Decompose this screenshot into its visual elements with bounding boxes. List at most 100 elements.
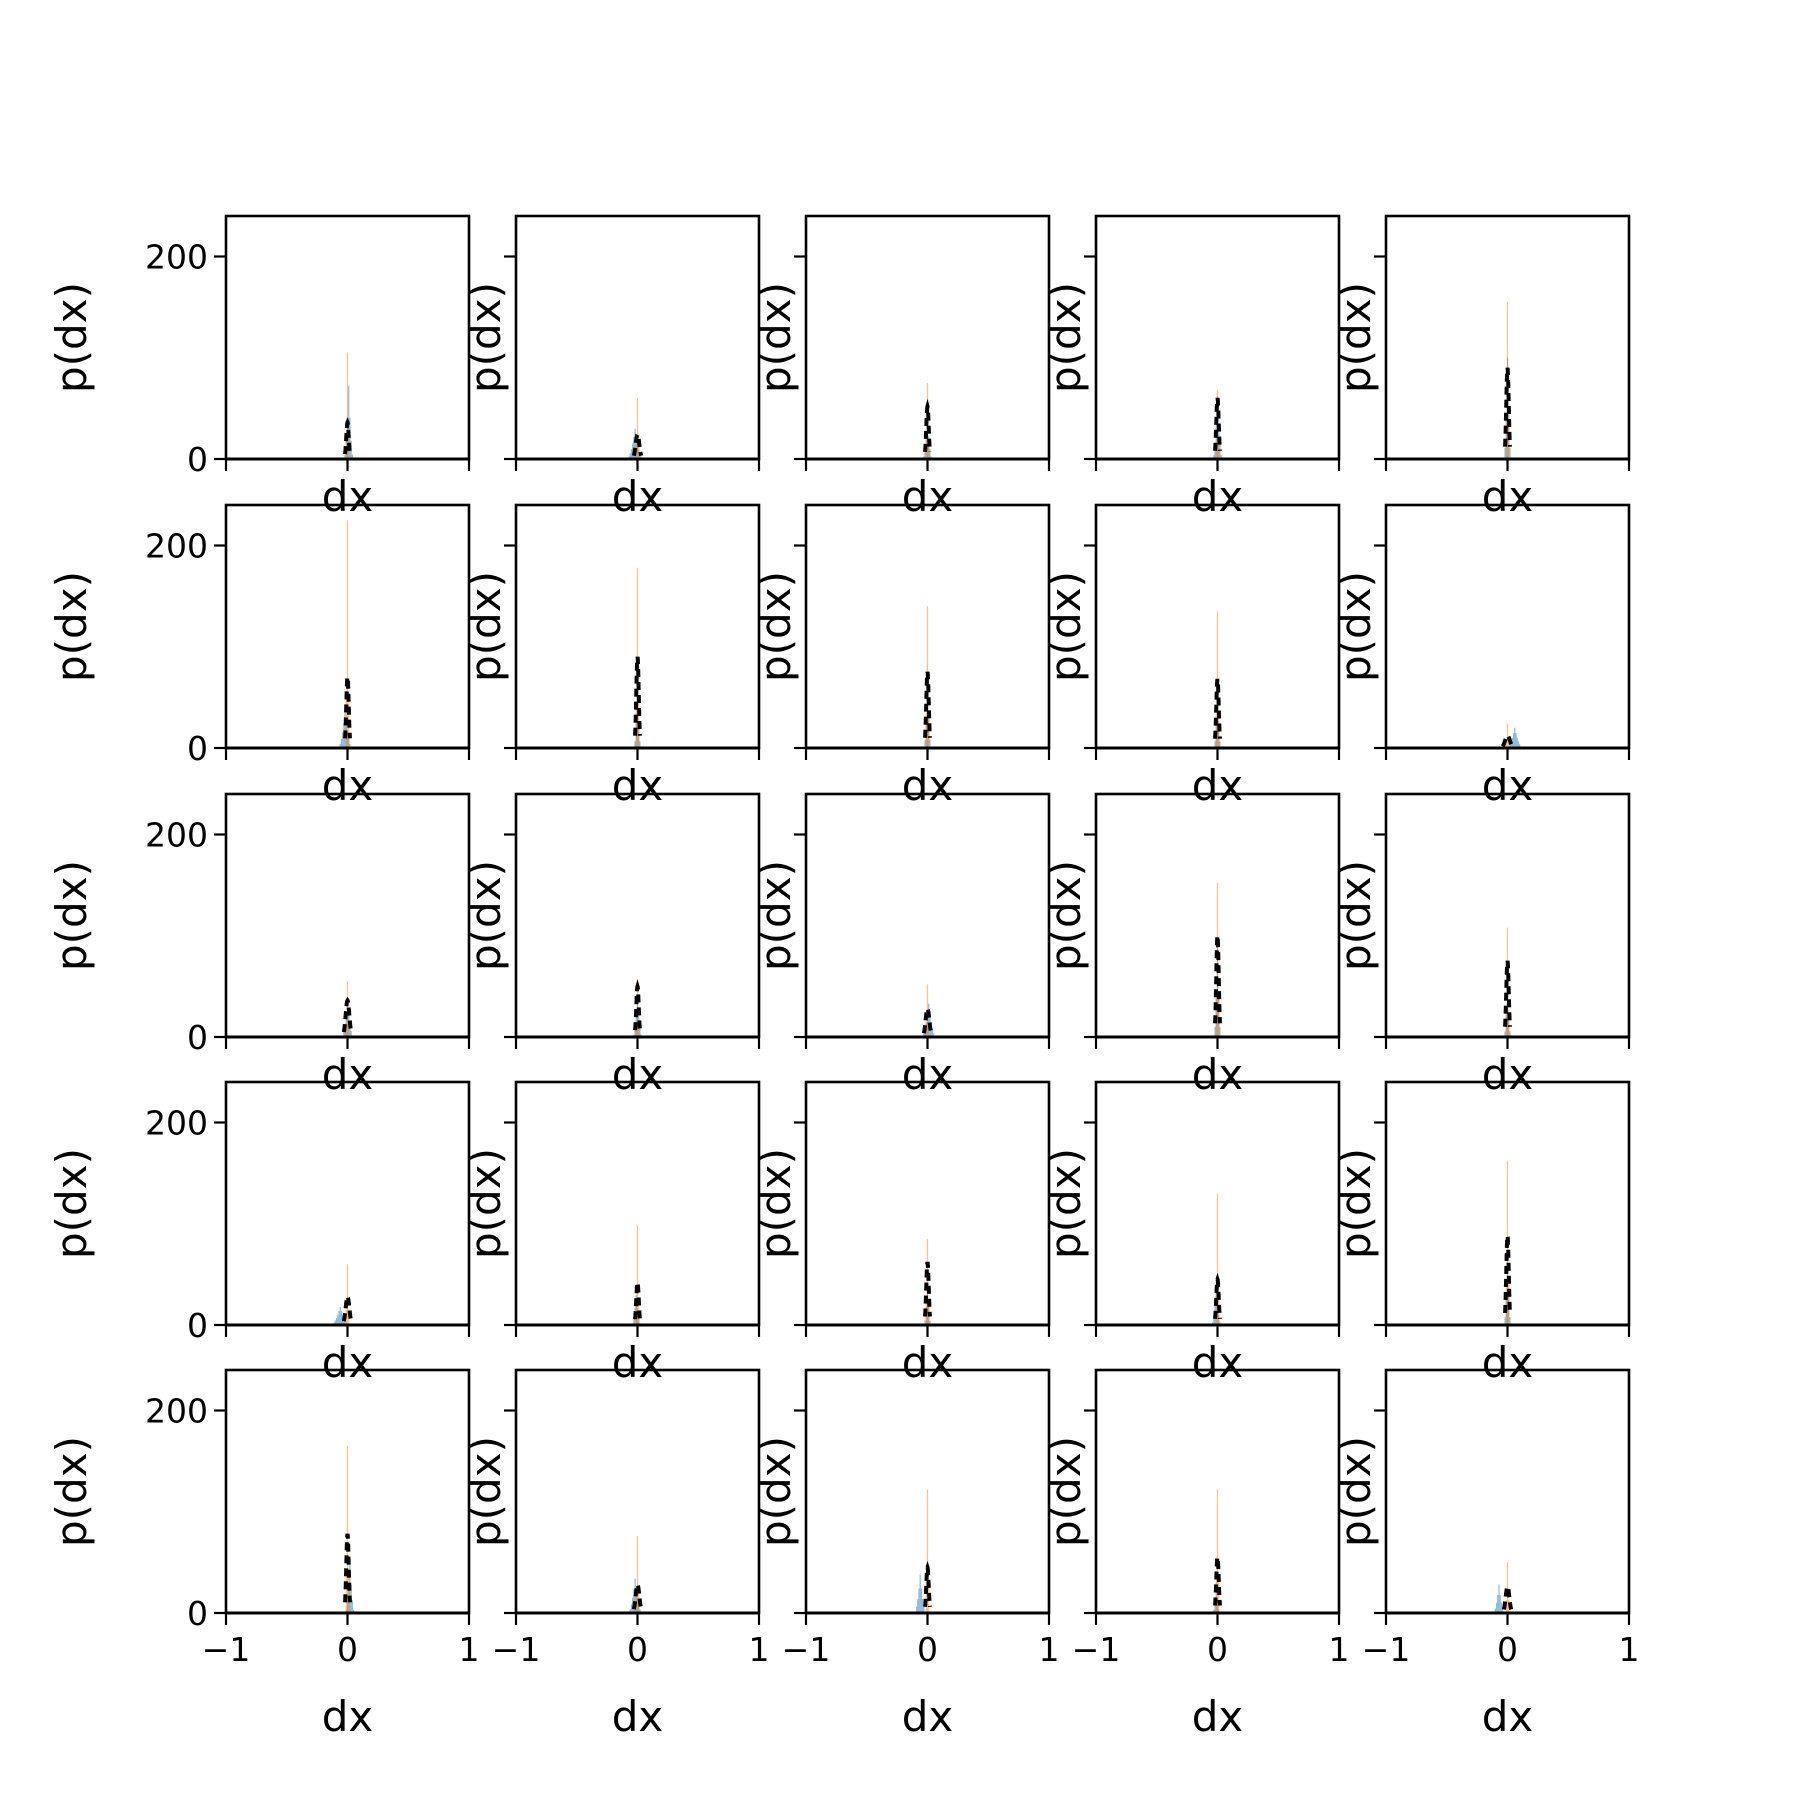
x-axis-label: dx <box>1482 472 1534 521</box>
y-axis-label: p(dx) <box>47 571 96 682</box>
black-dashed-curve <box>1503 960 1512 1027</box>
blue-histogram-bar <box>1219 741 1221 748</box>
blue-histogram-bar <box>918 1588 920 1613</box>
panel-r1-c3: dx p(dx) <box>1041 503 1341 810</box>
blue-histogram-bar <box>351 1600 353 1613</box>
orange-histogram-bar <box>345 1571 347 1613</box>
orange-histogram-bar <box>346 1264 349 1325</box>
blue-histogram-bar <box>343 1317 345 1325</box>
orange-histogram-bar <box>1505 1283 1507 1325</box>
y-tick-label: 0 <box>187 1018 208 1057</box>
blue-histogram-bar <box>917 1599 919 1613</box>
blue-histogram-bar <box>343 1031 345 1037</box>
y-tick-label: 0 <box>187 440 208 479</box>
orange-histogram-bar <box>1508 1009 1510 1037</box>
panel-r1-c0: 0 200 dx p(dx) <box>47 503 471 810</box>
panel-r0-c1: dx p(dx) <box>461 214 761 521</box>
y-axis-label: p(dx) <box>461 1148 510 1259</box>
y-axis-label: p(dx) <box>751 1436 800 1547</box>
orange-histogram-bar <box>1506 1562 1509 1614</box>
orange-histogram-bar <box>635 702 637 748</box>
orange-histogram-bar <box>346 352 349 459</box>
y-axis-label: p(dx) <box>1041 860 1090 971</box>
x-axis-label: dx <box>1192 472 1244 521</box>
blue-histogram-bar <box>1516 737 1518 748</box>
blue-histogram-bar <box>1515 733 1517 748</box>
x-axis-label: dx <box>1482 1692 1534 1741</box>
x-axis-label: dx <box>322 1338 374 1387</box>
y-axis-label: p(dx) <box>1041 1436 1090 1547</box>
y-axis-label: p(dx) <box>47 860 96 971</box>
x-axis-label: dx <box>322 761 374 810</box>
orange-histogram-bar <box>638 443 640 459</box>
black-dashed-curve <box>923 1261 932 1317</box>
orange-histogram-bar <box>925 1582 927 1613</box>
blue-histogram-bar <box>338 1311 340 1325</box>
blue-histogram-bar <box>349 1023 351 1037</box>
orange-histogram-bar <box>638 1022 640 1037</box>
blue-histogram-bar <box>630 449 633 459</box>
blue-histogram-bar <box>339 744 341 748</box>
x-tick-label: −1 <box>202 1630 251 1669</box>
blue-histogram-bar <box>1495 1602 1498 1613</box>
black-dashed-curve <box>631 431 644 457</box>
x-axis-label: dx <box>902 472 954 521</box>
black-dashed-curve <box>633 1276 642 1320</box>
y-tick-label: 200 <box>145 238 208 277</box>
panel-r2-c2: dx p(dx) <box>751 792 1051 1099</box>
blue-histogram-bar <box>919 1574 921 1613</box>
y-axis-label: p(dx) <box>751 282 800 393</box>
blue-histogram-bar <box>1220 455 1222 459</box>
black-dashed-curve <box>1213 1272 1222 1320</box>
blue-histogram-bar <box>1519 744 1521 748</box>
blue-histogram-bar <box>639 1609 641 1613</box>
blue-histogram-bar <box>1214 741 1216 748</box>
x-tick-label: 1 <box>1619 1630 1640 1669</box>
blue-histogram-bar <box>1498 1584 1500 1613</box>
blue-histogram-bar <box>629 1609 631 1613</box>
orange-histogram-bar <box>636 1225 639 1325</box>
orange-histogram-bar <box>1215 1292 1217 1325</box>
blue-histogram-bar <box>1504 1317 1506 1326</box>
y-axis-label: p(dx) <box>47 1148 96 1259</box>
x-tick-label: 0 <box>917 1630 938 1669</box>
blue-histogram-bar <box>633 1589 635 1613</box>
x-tick-label: −1 <box>1362 1630 1411 1669</box>
orange-histogram-bar <box>636 398 639 459</box>
blue-histogram-bar <box>920 1588 923 1613</box>
blue-histogram-bar <box>1219 1026 1221 1038</box>
y-axis-label: p(dx) <box>751 860 800 971</box>
y-axis-label: p(dx) <box>751 1148 800 1259</box>
blue-histogram-bar <box>1214 443 1216 459</box>
x-axis-label: dx <box>902 1692 954 1741</box>
y-axis-label: p(dx) <box>1331 860 1380 971</box>
panel-r3-c4: dx p(dx) <box>1331 1080 1631 1387</box>
x-axis-label: dx <box>612 472 664 521</box>
orange-histogram-bar <box>636 1536 639 1613</box>
blue-histogram-bar <box>931 1028 933 1037</box>
blue-histogram-bar <box>632 443 634 459</box>
blue-histogram-bar <box>929 740 931 749</box>
black-dashed-curve <box>341 1293 354 1322</box>
blue-histogram-bar <box>932 1033 935 1037</box>
x-tick-label: 0 <box>1497 1630 1518 1669</box>
x-tick-label: 1 <box>459 1630 480 1669</box>
panel-r1-c4: dx p(dx) <box>1331 503 1631 810</box>
x-tick-label: 1 <box>1039 1630 1060 1669</box>
blue-histogram-bar <box>1517 741 1520 748</box>
black-dashed-curve <box>1213 935 1222 1024</box>
black-dashed-curve <box>1213 397 1222 451</box>
panel-r2-c0: 0 200 dx p(dx) <box>47 792 471 1099</box>
y-axis-label: p(dx) <box>461 282 510 393</box>
blue-histogram-bar <box>915 1606 918 1613</box>
panel-r2-c4: dx p(dx) <box>1331 792 1631 1099</box>
panel-r0-c0: 0 200 dx p(dx) <box>47 214 471 521</box>
blue-histogram-bar <box>344 454 346 459</box>
panel-r0-c2: dx p(dx) <box>751 214 1051 521</box>
x-axis-label: dx <box>902 1338 954 1387</box>
orange-histogram-bar <box>348 691 350 748</box>
blue-histogram-bar <box>924 1320 926 1325</box>
black-dashed-curve <box>1503 367 1512 447</box>
x-axis-label: dx <box>612 761 664 810</box>
panel-r1-c2: dx p(dx) <box>751 503 1051 810</box>
